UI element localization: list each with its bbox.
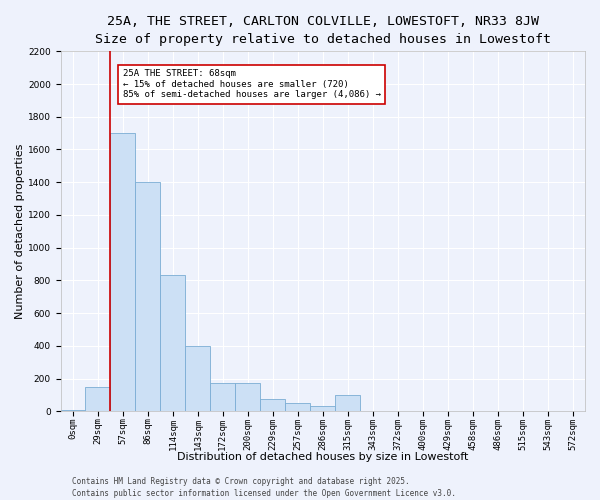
Bar [235,384,260,411]
Bar [61,410,85,411]
Bar [335,395,360,411]
Bar [85,386,110,411]
Bar [160,276,185,411]
Text: Contains HM Land Registry data © Crown copyright and database right 2025.
Contai: Contains HM Land Registry data © Crown c… [72,476,456,498]
Text: 25A THE STREET: 68sqm
← 15% of detached houses are smaller (720)
85% of semi-det: 25A THE STREET: 68sqm ← 15% of detached … [123,70,381,99]
Bar [211,384,235,411]
Bar [260,399,285,411]
Title: 25A, THE STREET, CARLTON COLVILLE, LOWESTOFT, NR33 8JW
Size of property relative: 25A, THE STREET, CARLTON COLVILLE, LOWES… [95,15,551,46]
Bar [185,346,211,411]
Bar [285,403,310,411]
Y-axis label: Number of detached properties: Number of detached properties [15,144,25,319]
X-axis label: Distribution of detached houses by size in Lowestoft: Distribution of detached houses by size … [177,452,469,462]
Bar [310,406,335,411]
Bar [110,133,136,411]
Bar [136,182,160,411]
